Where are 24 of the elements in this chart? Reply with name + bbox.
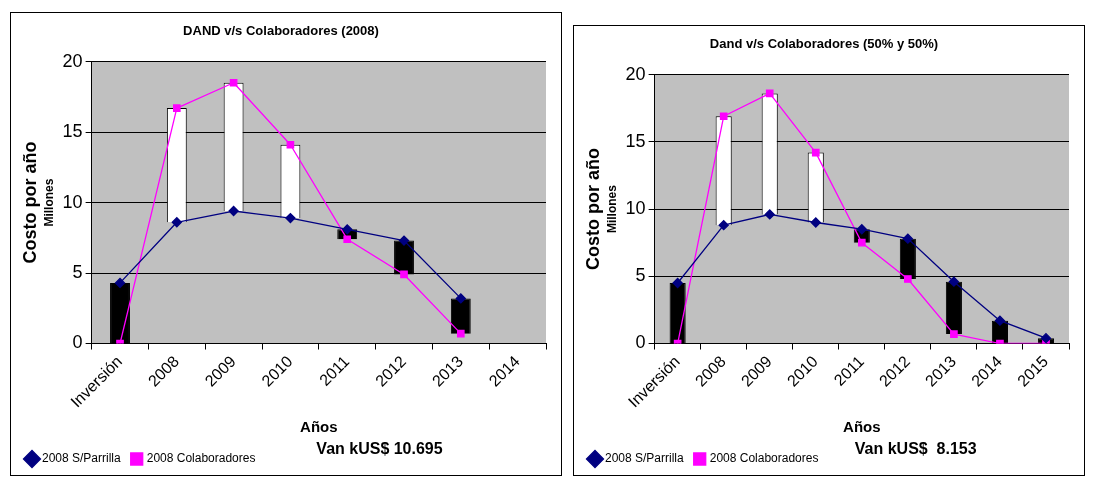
- chart-title: Dand v/s Colaboradores (50% y 50%): [709, 36, 939, 52]
- y-tick-label: 0: [635, 332, 646, 353]
- y-tick-label: 5: [72, 262, 83, 283]
- x-axis-title: Años: [300, 418, 338, 436]
- y-tick-label: 15: [625, 130, 646, 151]
- text: Van kUS$ 8.153: [854, 440, 977, 458]
- legend-label: 2008 Colaboradores: [146, 451, 256, 466]
- y-tick-label: 20: [62, 50, 83, 71]
- y-tick-label: 20: [625, 63, 646, 84]
- legend-label: 2008 Colaboradores: [709, 451, 819, 466]
- x-axis-title: Años: [843, 418, 881, 436]
- text: Millones: [604, 184, 619, 234]
- chart-title: DAND v/s Colaboradores (2008): [183, 23, 379, 39]
- y-axis-title: Costo por año: [582, 148, 603, 271]
- y-tick-label: 15: [62, 121, 83, 142]
- text: Van kUS$ 10.695: [316, 440, 443, 458]
- legend-label: 2008 S/Parrilla: [42, 451, 122, 466]
- y-axis-title: Costo por año: [19, 141, 40, 264]
- y-tick-label: 0: [72, 332, 83, 353]
- text: Millones: [41, 178, 56, 227]
- y-tick-label: 10: [62, 191, 83, 212]
- y-tick-label: 5: [635, 265, 646, 286]
- y-tick-label: 10: [625, 198, 646, 219]
- legend-label: 2008 S/Parrilla: [605, 451, 685, 466]
